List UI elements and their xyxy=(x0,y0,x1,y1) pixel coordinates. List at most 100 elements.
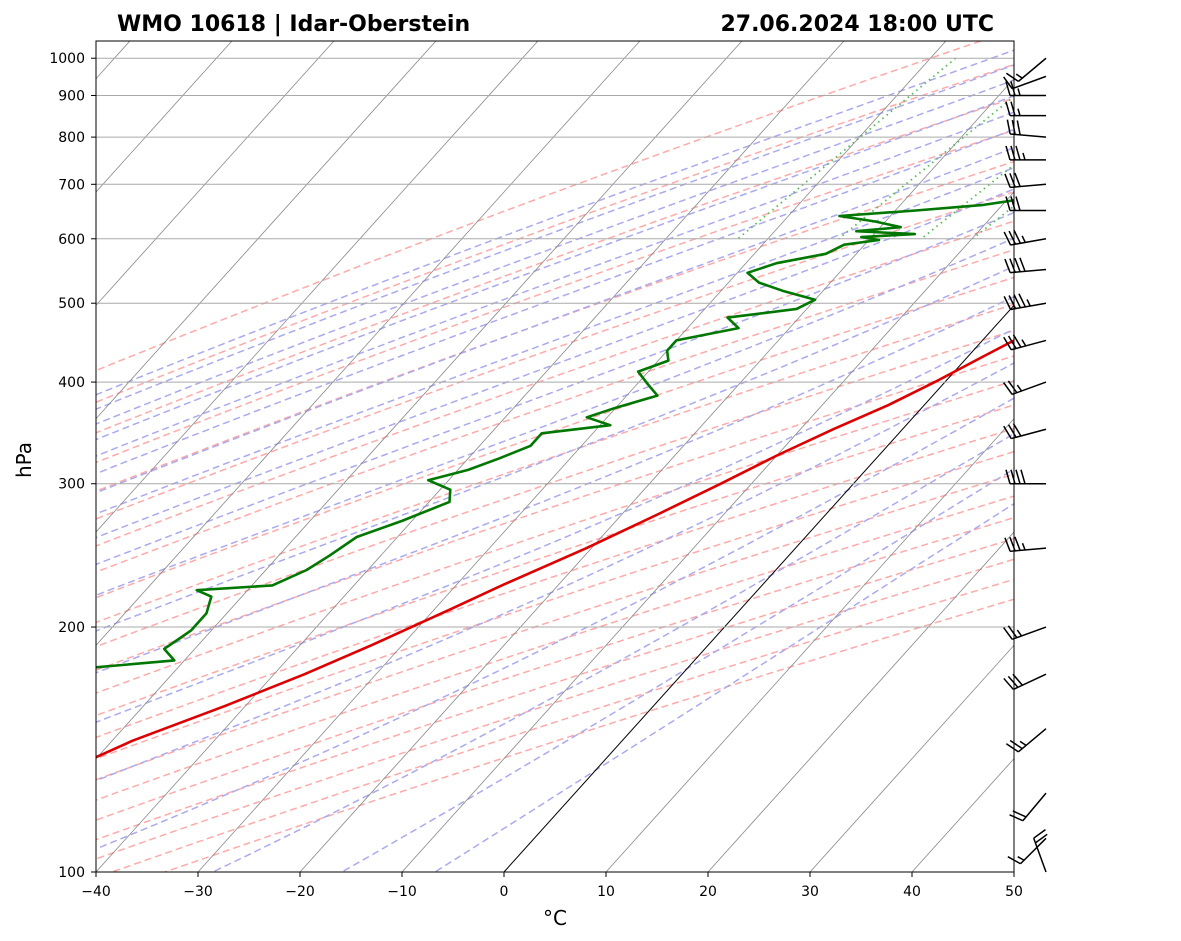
moist-adiabat xyxy=(96,111,1014,457)
isotherm xyxy=(96,41,233,193)
dewpoint-profile xyxy=(96,198,1014,669)
barb-staff xyxy=(1032,837,1047,873)
moist-adiabat xyxy=(96,49,1014,396)
barb-feather xyxy=(1004,258,1011,273)
barb-feather xyxy=(1008,295,1017,309)
barb-feather xyxy=(1018,293,1026,308)
x-tick-label: 20 xyxy=(699,884,717,900)
barb-half-feather xyxy=(1019,740,1027,747)
y-tick-label: 300 xyxy=(58,477,85,493)
barb-half-feather xyxy=(1021,542,1026,551)
barb-feather xyxy=(1005,145,1011,161)
wind-barb xyxy=(1007,837,1047,865)
barb-feather xyxy=(1003,231,1012,246)
x-tick-label: 50 xyxy=(1005,884,1023,900)
wind-barb xyxy=(1003,293,1047,311)
barb-feather xyxy=(1014,257,1021,273)
barb-feather xyxy=(1007,424,1017,438)
dry-adiabat xyxy=(96,220,1014,547)
dry-adiabat xyxy=(96,516,1014,821)
barb-feather xyxy=(1015,196,1021,211)
barb-feather xyxy=(1003,296,1012,310)
wind-barb xyxy=(1004,172,1047,189)
y-tick-label: 600 xyxy=(58,232,85,248)
barb-feather xyxy=(1013,229,1022,244)
wind-barb xyxy=(1005,81,1046,97)
barb-staff xyxy=(1011,75,1047,90)
wind-barb xyxy=(1005,196,1046,212)
barb-feather xyxy=(1005,101,1011,116)
barb-feather xyxy=(1033,829,1046,839)
dry-adiabat xyxy=(96,450,1014,760)
barb-feather xyxy=(1010,145,1016,161)
x-tick-label: −30 xyxy=(183,884,213,900)
dry-adiabat xyxy=(96,329,1014,648)
barb-half-feather xyxy=(1016,384,1023,392)
barb-staff xyxy=(1010,238,1047,246)
barb-feather xyxy=(1005,72,1019,83)
temperature-profile xyxy=(96,338,1014,759)
barb-feather xyxy=(1014,172,1021,187)
barb-feather xyxy=(1003,425,1012,439)
chart-title-left: WMO 10618 | Idar-Oberstein xyxy=(117,12,470,37)
dry-adiabat xyxy=(96,495,1014,801)
isotherm xyxy=(299,78,1014,872)
dry-adiabat xyxy=(96,97,1014,434)
wind-barb xyxy=(1009,792,1047,822)
barb-feather xyxy=(1016,120,1021,135)
isotherm xyxy=(96,41,641,646)
barb-half-feather xyxy=(1026,299,1031,307)
y-tick-label: 200 xyxy=(58,620,85,636)
barb-feather xyxy=(1007,335,1017,349)
barb-feather xyxy=(1009,739,1023,750)
y-tick-label: 100 xyxy=(58,865,85,881)
dry-adiabat xyxy=(96,537,1014,841)
barb-staff xyxy=(1010,547,1047,553)
barb-staff xyxy=(1011,626,1047,641)
barb-staff xyxy=(1010,302,1047,311)
moist-adiabat xyxy=(96,79,1014,425)
y-tick-label: 700 xyxy=(58,177,85,193)
wind-barbs xyxy=(1003,57,1048,873)
barb-staff xyxy=(1011,428,1047,440)
isotherm xyxy=(96,41,539,533)
wind-barb xyxy=(1003,75,1047,90)
moist-adiabat xyxy=(96,146,1014,494)
moist-adiabat xyxy=(341,468,1014,872)
isotherm xyxy=(605,418,1014,872)
barb-staff xyxy=(1011,339,1047,351)
barb-feather xyxy=(1012,423,1022,437)
pressure-grid xyxy=(96,57,1014,628)
barb-half-feather xyxy=(1016,629,1023,637)
barb-staff xyxy=(1010,133,1047,138)
wind-barb xyxy=(1032,829,1048,873)
wind-barb xyxy=(1003,423,1047,440)
barb-feather xyxy=(1012,334,1022,348)
isotherm xyxy=(809,644,1014,872)
zero-isotherm xyxy=(503,304,1014,872)
wind-barb xyxy=(1005,469,1046,485)
barb-feather xyxy=(1034,833,1048,844)
moist-adiabat xyxy=(212,432,1014,872)
wind-barb xyxy=(1005,728,1047,753)
barb-feather xyxy=(1007,625,1018,639)
isotherm xyxy=(96,41,437,420)
barb-feather xyxy=(1007,856,1021,865)
y-tick-label: 500 xyxy=(58,296,85,312)
dry-adiabat xyxy=(96,248,1014,573)
isotherm xyxy=(96,41,743,760)
moist-adiabat xyxy=(96,362,1014,782)
x-axis-label: °C xyxy=(543,906,567,930)
barb-feather xyxy=(1014,536,1021,551)
barb-half-feather xyxy=(1017,88,1021,96)
dry-adiabat xyxy=(96,276,1014,599)
barb-staff xyxy=(1020,837,1047,865)
barb-staff xyxy=(1017,728,1047,753)
barb-feather xyxy=(1007,675,1019,688)
barb-feather xyxy=(1006,119,1011,135)
dry-adiabat xyxy=(96,129,1014,464)
wind-barb xyxy=(1003,625,1047,641)
dry-adiabat xyxy=(96,427,1014,739)
barb-half-feather xyxy=(1017,856,1025,861)
y-tick-label: 800 xyxy=(58,130,85,146)
